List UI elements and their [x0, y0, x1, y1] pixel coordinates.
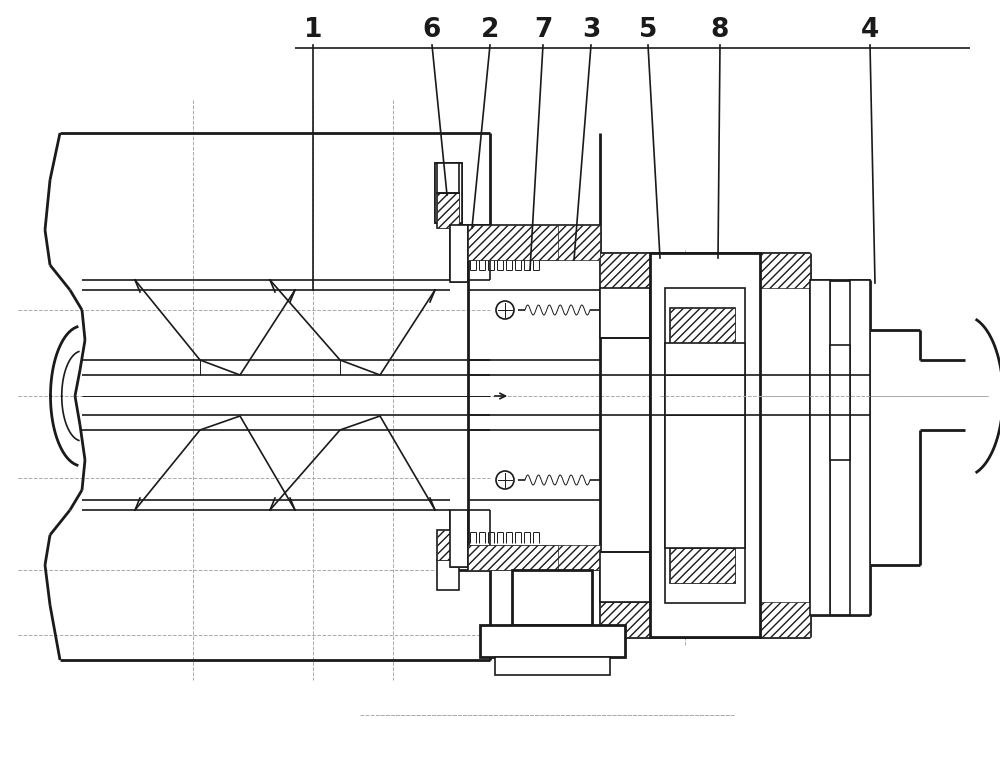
Bar [437, 560, 459, 590]
Text: 5: 5 [639, 17, 657, 43]
Bar [600, 288, 650, 338]
Text: 1: 1 [304, 17, 322, 43]
Bar [468, 225, 600, 260]
Bar [810, 280, 830, 615]
Bar [670, 308, 735, 343]
Text: 2: 2 [481, 17, 499, 43]
Bar [495, 657, 610, 675]
Bar [650, 253, 760, 637]
Circle shape [496, 471, 514, 489]
Bar [435, 163, 462, 191]
Text: 7: 7 [534, 17, 552, 43]
Bar [437, 163, 459, 193]
Bar [650, 253, 760, 637]
Text: 6: 6 [423, 17, 441, 43]
Bar [670, 548, 735, 583]
Bar [468, 545, 600, 570]
Bar [670, 548, 735, 583]
Bar [450, 510, 468, 567]
Bar [600, 253, 810, 288]
Bar [850, 280, 870, 615]
Bar [437, 193, 459, 228]
Bar [468, 225, 558, 260]
Bar [600, 552, 650, 602]
Bar [480, 625, 625, 657]
Bar [665, 343, 745, 548]
Bar [512, 570, 592, 625]
Text: 4: 4 [861, 17, 879, 43]
Bar [830, 345, 850, 460]
Bar [450, 510, 468, 567]
Bar [437, 193, 459, 228]
Bar [435, 163, 462, 223]
Text: 8: 8 [711, 17, 729, 43]
Circle shape [496, 301, 514, 319]
Bar [512, 570, 592, 625]
Bar [480, 625, 625, 657]
Bar [435, 163, 462, 223]
Bar [450, 225, 468, 282]
Bar [810, 280, 830, 615]
Bar [468, 545, 558, 570]
Text: 3: 3 [582, 17, 600, 43]
Bar [670, 308, 735, 343]
Bar [600, 552, 650, 602]
Bar [665, 288, 745, 603]
Bar [600, 602, 810, 637]
Bar [600, 288, 650, 338]
Bar [450, 225, 468, 282]
Bar [437, 530, 459, 560]
Bar [850, 280, 870, 615]
Bar [437, 530, 459, 560]
Bar [435, 163, 462, 223]
